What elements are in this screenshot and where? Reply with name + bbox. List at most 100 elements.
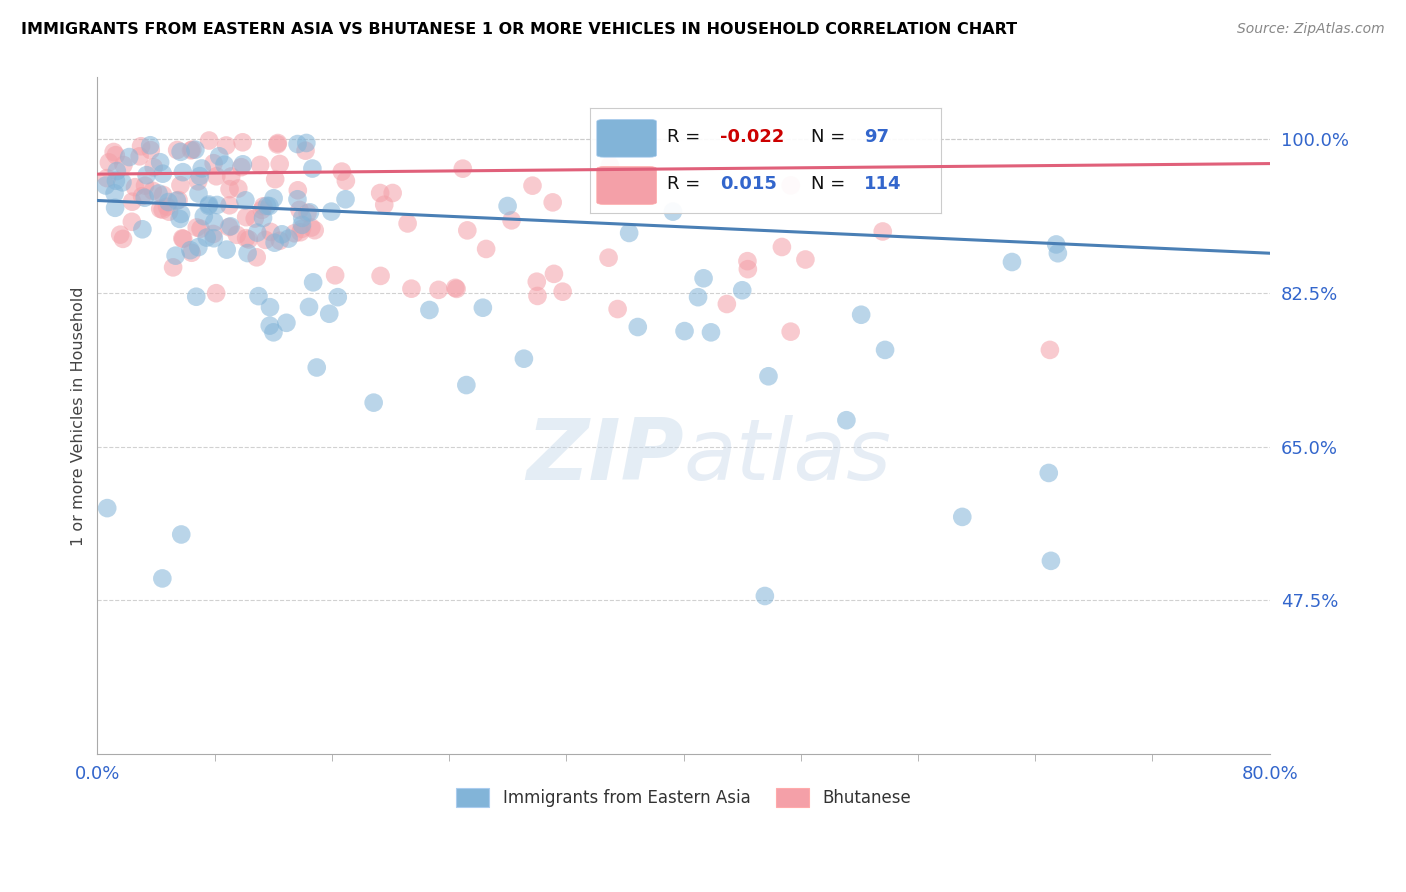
Point: [235, 194, 257, 208]
Point: [287, 136, 309, 151]
Point: [368, 186, 391, 200]
Text: IMMIGRANTS FROM EASTERN ASIA VS BHUTANESE 1 OR MORE VEHICLES IN HOUSEHOLD CORREL: IMMIGRANTS FROM EASTERN ASIA VS BHUTANES…: [21, 22, 1017, 37]
Point: [330, 164, 353, 178]
Point: [195, 230, 218, 244]
Point: [232, 136, 254, 150]
Point: [180, 144, 202, 158]
Point: [297, 206, 319, 220]
Point: [254, 233, 277, 247]
Point: [148, 186, 170, 201]
Point: [170, 527, 193, 541]
Point: [299, 220, 322, 235]
Point: [599, 159, 621, 173]
Point: [283, 226, 305, 240]
Point: [169, 145, 191, 159]
Point: [110, 227, 132, 242]
Point: [456, 378, 478, 392]
Point: [1039, 554, 1062, 568]
Point: [326, 290, 349, 304]
Point: [246, 226, 269, 240]
Point: [259, 318, 281, 333]
Point: [1038, 466, 1060, 480]
Point: [302, 276, 325, 290]
Point: [165, 249, 187, 263]
Point: [198, 197, 221, 211]
Point: [169, 211, 191, 226]
Point: [111, 232, 134, 246]
Point: [129, 139, 152, 153]
Point: [104, 174, 127, 188]
Point: [692, 271, 714, 285]
Point: [205, 198, 228, 212]
Point: [522, 178, 544, 193]
Point: [263, 191, 285, 205]
Point: [169, 178, 191, 193]
Point: [267, 136, 290, 150]
Point: [225, 227, 247, 242]
Point: [1039, 343, 1062, 357]
Point: [149, 155, 172, 169]
Point: [291, 221, 314, 235]
Point: [276, 316, 298, 330]
Point: [190, 221, 212, 235]
Point: [298, 300, 321, 314]
Point: [152, 202, 174, 217]
Point: [167, 193, 190, 207]
Point: [232, 157, 254, 171]
Point: [104, 201, 127, 215]
Point: [142, 161, 165, 175]
Point: [218, 220, 240, 235]
Point: [287, 192, 309, 206]
Point: [172, 232, 194, 246]
Point: [290, 225, 312, 239]
Point: [246, 250, 269, 264]
Text: Source: ZipAtlas.com: Source: ZipAtlas.com: [1237, 22, 1385, 37]
Point: [180, 245, 202, 260]
Point: [215, 243, 238, 257]
Point: [166, 143, 188, 157]
Point: [157, 194, 180, 209]
Point: [135, 168, 157, 182]
Point: [249, 158, 271, 172]
Point: [228, 181, 250, 195]
Point: [758, 369, 780, 384]
Point: [121, 215, 143, 229]
Point: [94, 178, 117, 193]
Point: [294, 144, 316, 158]
Point: [139, 143, 162, 157]
Point: [149, 202, 172, 216]
Point: [770, 240, 793, 254]
Point: [96, 171, 118, 186]
Point: [370, 268, 392, 283]
Point: [1046, 246, 1069, 260]
Point: [263, 326, 285, 340]
Point: [197, 199, 219, 213]
Point: [128, 149, 150, 163]
Point: [835, 413, 858, 427]
Point: [186, 220, 208, 235]
Point: [373, 198, 395, 212]
Text: atlas: atlas: [683, 415, 891, 498]
Point: [193, 209, 215, 223]
Point: [794, 252, 817, 267]
Point: [295, 136, 318, 150]
Point: [627, 320, 650, 334]
Point: [543, 267, 565, 281]
Point: [298, 205, 321, 219]
Point: [219, 219, 242, 234]
Point: [287, 183, 309, 197]
Point: [259, 300, 281, 314]
Point: [716, 297, 738, 311]
Point: [304, 223, 326, 237]
Point: [266, 137, 288, 152]
Point: [259, 225, 281, 239]
Point: [205, 286, 228, 301]
Point: [202, 231, 225, 245]
Point: [737, 262, 759, 277]
Point: [872, 224, 894, 238]
Point: [150, 571, 173, 585]
Legend: Immigrants from Eastern Asia, Bhutanese: Immigrants from Eastern Asia, Bhutanese: [450, 781, 918, 814]
Point: [238, 232, 260, 246]
Point: [291, 218, 314, 232]
Point: [301, 161, 323, 176]
